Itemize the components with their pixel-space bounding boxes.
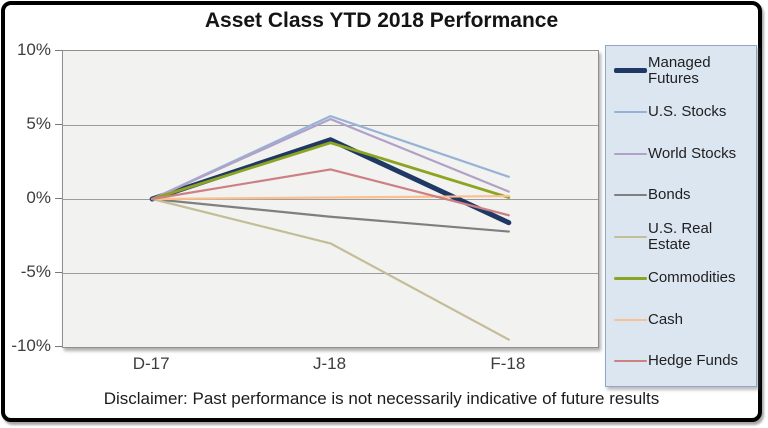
legend-swatch-cash — [614, 318, 647, 321]
plot-area — [62, 50, 599, 348]
legend-label: Commodities — [648, 269, 736, 287]
legend-label: Cash — [648, 310, 684, 328]
y-tick-mark — [55, 346, 62, 347]
y-tick-mark — [55, 50, 62, 51]
legend-item-hedge-funds: Hedge Funds — [606, 341, 756, 383]
legend-swatch-u-s-real-estate — [614, 235, 647, 238]
series-line-commodities — [150, 141, 511, 201]
series-line-bonds — [151, 197, 510, 233]
legend-item-cash: Cash — [606, 299, 756, 341]
legend-label: U.S. Real Estate — [648, 219, 713, 253]
legend-swatch-hedge-funds — [614, 360, 647, 363]
legend-item-commodities: Commodities — [606, 258, 756, 300]
chart-title: Asset Class YTD 2018 Performance — [204, 9, 559, 32]
x-tick-label: J-18 — [312, 354, 347, 373]
legend-item-managed-futures: Managed Futures — [606, 50, 756, 92]
disclaimer: Disclaimer: Past performance is not nece… — [103, 389, 660, 408]
y-tick-label: 0% — [26, 188, 51, 207]
x-tick-label: D-17 — [132, 354, 170, 373]
legend-item-u-s-real-estate: U.S. Real Estate — [606, 216, 756, 258]
legend-item-u-s-stocks: U.S. Stocks — [606, 92, 756, 134]
series-line-cash — [151, 194, 510, 201]
y-axis-labels: 10% 5% 0% -5% -10% — [5, 41, 51, 355]
legend: Managed Futures U.S. Stocks World Stocks Bo… — [605, 45, 757, 387]
legend-swatch-u-s-stocks — [614, 111, 647, 114]
legend-swatch-commodities — [614, 276, 647, 280]
chart-frame: Asset Class YTD 2018 Performance 10% 5% 0%… — [1, 1, 762, 422]
legend-swatch-world-stocks — [614, 152, 647, 155]
series-line-hedge-funds — [151, 168, 510, 217]
legend-item-bonds: Bonds — [606, 175, 756, 217]
y-tick-mark — [55, 124, 62, 125]
legend-item-world-stocks: World Stocks — [606, 133, 756, 175]
y-tick-mark — [55, 198, 62, 199]
x-axis-labels: D-17 J-18 F-18 — [62, 354, 597, 376]
legend-label: Bonds — [648, 186, 691, 204]
series-line-u-s-real-estate — [151, 197, 510, 341]
x-tick-label: F-18 — [490, 354, 526, 373]
series-line-world-stocks — [151, 117, 510, 201]
legend-label: Managed Futures — [648, 53, 711, 87]
y-tick-label: 5% — [26, 114, 51, 133]
y-tick-label: -10% — [11, 336, 51, 355]
legend-label: U.S. Stocks — [648, 103, 727, 121]
y-tick-label: 10% — [16, 40, 51, 59]
legend-swatch-bonds — [614, 194, 647, 197]
legend-label: World Stocks — [648, 144, 737, 162]
legend-label: Hedge Funds — [648, 352, 739, 370]
legend-swatch-managed-futures — [614, 68, 647, 74]
y-tick-mark — [55, 272, 62, 273]
line-chart — [63, 115, 598, 341]
y-tick-label: -5% — [20, 262, 51, 281]
series-line-u-s-stocks — [151, 115, 510, 201]
